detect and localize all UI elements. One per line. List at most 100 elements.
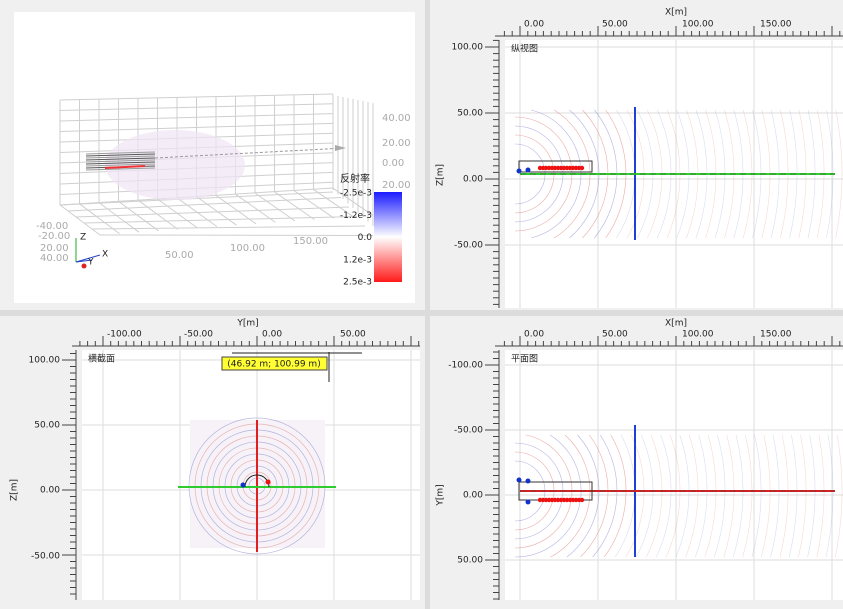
grid-3d bbox=[99, 234, 374, 236]
colorbar-label: 2.5e-3 bbox=[343, 278, 372, 288]
splitter[interactable] bbox=[0, 310, 843, 316]
grid-3d bbox=[235, 193, 276, 223]
x-tick-label: 100.00 bbox=[682, 20, 714, 30]
x-tick-label: 100.00 bbox=[682, 330, 714, 340]
view-title: 纵视图 bbox=[511, 43, 538, 55]
wavefront bbox=[514, 434, 573, 549]
grid-3d bbox=[313, 188, 354, 218]
x-tick-label: 150.00 bbox=[760, 20, 792, 30]
x-tick-label: 0.00 bbox=[524, 20, 544, 30]
x-tick-label: 50.00 bbox=[165, 250, 194, 261]
grid-3d bbox=[91, 225, 366, 230]
wavefront bbox=[770, 434, 780, 558]
view-title: 横截面 bbox=[88, 353, 115, 365]
grid-3d bbox=[75, 206, 350, 218]
triad-label: Z bbox=[80, 233, 86, 243]
wavefront bbox=[566, 434, 600, 558]
y-tick-label: -50.00 bbox=[454, 241, 483, 251]
source bbox=[525, 167, 531, 173]
tunnel-model bbox=[85, 157, 156, 161]
wavefront bbox=[761, 434, 771, 558]
wavefront bbox=[635, 434, 654, 558]
y-axis-title: Z[m] bbox=[10, 479, 20, 501]
x-tick-label: 0.00 bbox=[262, 330, 282, 340]
triad-origin bbox=[81, 263, 87, 269]
x-axis-title: X[m] bbox=[665, 319, 687, 329]
colorbar-label: 1.2e-3 bbox=[343, 255, 372, 265]
x-axis-title: Y[m] bbox=[236, 319, 258, 329]
tunnel-model bbox=[85, 153, 156, 157]
wavefront bbox=[514, 434, 582, 558]
grid-3d bbox=[59, 113, 334, 122]
y-tick-label: 50.00 bbox=[34, 421, 60, 431]
tunnel-model bbox=[85, 163, 156, 167]
wavefront bbox=[751, 434, 762, 558]
grid-3d bbox=[293, 190, 335, 219]
y-tick-label: -100.00 bbox=[448, 361, 483, 371]
source bbox=[516, 477, 522, 483]
grid-3d bbox=[254, 192, 296, 222]
y-tick-label: 0.00 bbox=[463, 491, 483, 501]
y-tick-label: 40.00 bbox=[40, 253, 69, 264]
wavefront bbox=[807, 434, 816, 558]
colorbar-title: 反射率 bbox=[340, 172, 370, 185]
plot-area[interactable] bbox=[505, 350, 843, 600]
z-tick-label: 20.00 bbox=[382, 180, 411, 191]
splitter[interactable] bbox=[425, 0, 430, 609]
y-axis-title: Y[m] bbox=[436, 484, 446, 506]
wavefront bbox=[834, 434, 843, 558]
receiver bbox=[265, 479, 271, 485]
wavefront bbox=[825, 434, 834, 558]
colorbar-label: -1.2e-3 bbox=[340, 211, 372, 221]
tunnel-model bbox=[85, 155, 156, 159]
x-tick-label: 50.00 bbox=[340, 330, 366, 340]
wavefront bbox=[816, 434, 825, 558]
wavefront bbox=[835, 109, 843, 239]
tunnel-model bbox=[85, 161, 156, 165]
wavefront bbox=[656, 434, 672, 558]
wavefront bbox=[580, 434, 609, 558]
colorbar-label: -2.5e-3 bbox=[340, 189, 372, 199]
triad-y bbox=[75, 259, 93, 263]
grid-3d bbox=[83, 216, 358, 224]
tunnel-model bbox=[85, 151, 156, 155]
colorbar-label: 0.0 bbox=[358, 233, 373, 243]
grid-3d bbox=[118, 200, 159, 232]
triad-label: Y bbox=[87, 258, 94, 268]
x-axis-title: X[m] bbox=[665, 8, 687, 18]
receiver bbox=[579, 165, 585, 171]
grid-3d bbox=[196, 196, 237, 226]
wavefront bbox=[646, 434, 663, 558]
wavefront bbox=[732, 434, 744, 558]
x-tick-label: 50.00 bbox=[602, 20, 628, 30]
tunnel-model bbox=[85, 159, 156, 163]
grid-3d bbox=[59, 191, 334, 206]
source bbox=[525, 499, 531, 505]
survey-arrow bbox=[335, 145, 346, 151]
grid-3d bbox=[274, 191, 315, 221]
wavefront bbox=[742, 434, 753, 558]
wavefront bbox=[695, 434, 708, 558]
x-tick-label: 100.00 bbox=[230, 243, 265, 254]
y-tick-label: 50.00 bbox=[457, 556, 483, 566]
z-tick-label: 0.00 bbox=[382, 158, 404, 169]
colorbar bbox=[374, 192, 402, 282]
y-tick-label: -40.00 bbox=[36, 221, 68, 232]
triad-x bbox=[75, 254, 101, 263]
wavefront bbox=[592, 434, 618, 558]
wavefront bbox=[788, 434, 798, 558]
y-tick-label: -50.00 bbox=[31, 552, 60, 562]
grid-3d bbox=[59, 204, 101, 236]
y-tick-label: 50.00 bbox=[457, 109, 483, 119]
grid-3d bbox=[98, 202, 140, 233]
survey-line bbox=[154, 147, 346, 159]
tunnel-outline bbox=[518, 160, 593, 173]
receiver bbox=[579, 497, 585, 503]
x-tick-label: -100.00 bbox=[107, 330, 142, 340]
wavefront bbox=[714, 434, 726, 558]
source bbox=[516, 168, 522, 174]
tunnel-front bbox=[104, 165, 146, 169]
y-tick-label: -50.00 bbox=[454, 426, 483, 436]
x-tick-label: 150.00 bbox=[293, 236, 328, 247]
